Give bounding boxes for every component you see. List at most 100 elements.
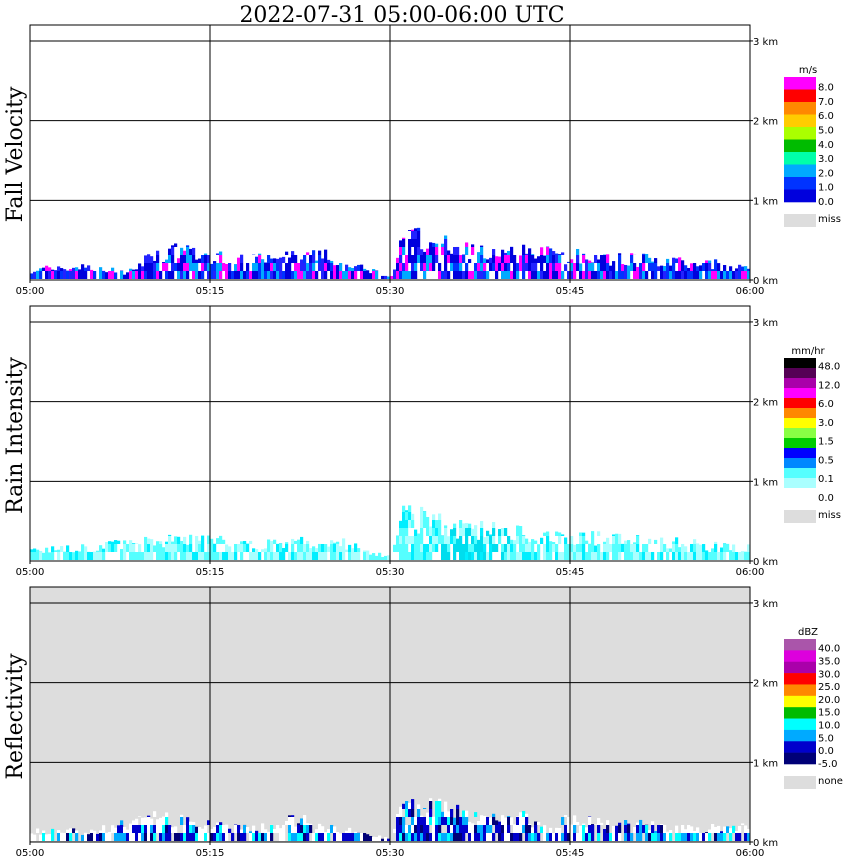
echo-cell <box>231 552 235 560</box>
echo-cell <box>480 263 484 271</box>
time-tick-label: 06:00 <box>736 567 765 578</box>
echo-cell <box>330 544 334 552</box>
echo-cell <box>255 549 259 552</box>
echo-cell <box>36 271 40 279</box>
echo-cell <box>156 541 160 544</box>
colorbar-label: 0.5 <box>818 455 834 466</box>
echo-cell <box>141 271 145 279</box>
echo-cell <box>75 830 79 833</box>
echo-cell <box>573 833 577 841</box>
echo-cell <box>279 271 283 279</box>
echo-cell <box>732 544 736 552</box>
echo-cell <box>564 544 568 552</box>
echo-cell <box>531 552 535 560</box>
echo-cell <box>129 544 133 552</box>
echo-cell <box>558 552 562 560</box>
echo-cell <box>201 535 205 536</box>
echo-cell <box>240 255 244 263</box>
echo-cell <box>432 825 436 833</box>
echo-cell <box>558 255 562 263</box>
echo-cell <box>735 552 739 560</box>
echo-cell <box>705 550 709 552</box>
echo-cell <box>720 833 724 841</box>
echo-cell <box>579 536 583 544</box>
echo-cell <box>165 263 169 271</box>
echo-cell <box>264 548 268 552</box>
echo-cell <box>666 258 670 263</box>
echo-cell <box>165 812 169 817</box>
echo-cell <box>336 265 340 271</box>
echo-cell <box>162 552 166 560</box>
echo-cell <box>69 828 73 833</box>
echo-cell <box>45 265 49 271</box>
echo-cell <box>180 552 184 560</box>
echo-cell <box>402 825 406 833</box>
echo-cell <box>438 513 442 520</box>
echo-cell <box>681 544 685 552</box>
echo-cell <box>240 271 244 279</box>
echo-cell <box>678 547 682 552</box>
echo-cell <box>570 263 574 271</box>
echo-cell <box>186 247 190 255</box>
echo-cell <box>459 520 463 528</box>
echo-cell <box>642 825 646 833</box>
echo-cell <box>108 544 112 552</box>
echo-cell <box>30 549 34 552</box>
echo-cell <box>120 833 124 841</box>
echo-cell <box>552 271 556 279</box>
echo-cell <box>303 815 307 817</box>
echo-cell <box>651 263 655 271</box>
echo-cell <box>600 271 604 279</box>
echo-cell <box>588 817 592 825</box>
echo-cell <box>66 271 70 279</box>
echo-cell <box>189 536 193 544</box>
echo-cell <box>48 267 52 271</box>
echo-cell <box>444 544 448 552</box>
echo-cell <box>354 552 358 560</box>
echo-cell <box>567 825 571 833</box>
colorbar-cell <box>784 127 816 140</box>
echo-cell <box>78 552 82 560</box>
echo-cell <box>447 833 451 841</box>
echo-cell <box>435 528 439 536</box>
echo-cell <box>300 825 304 833</box>
echo-cell <box>441 271 445 279</box>
echo-cell <box>597 271 601 279</box>
echo-cell <box>663 825 667 833</box>
echo-cell <box>648 552 652 560</box>
echo-cell <box>111 541 115 544</box>
echo-cell <box>624 544 628 552</box>
echo-cell <box>303 552 307 560</box>
height-tick-label: 0 km <box>753 838 778 849</box>
echo-cell <box>330 263 334 271</box>
echo-cell <box>558 833 562 841</box>
echo-cell <box>462 523 466 528</box>
echo-cell <box>63 271 67 279</box>
echo-cell <box>492 255 496 263</box>
echo-cell <box>573 263 577 271</box>
echo-cell <box>522 817 526 825</box>
echo-cell <box>216 833 220 841</box>
echo-cell <box>255 256 259 263</box>
echo-cell <box>243 540 247 544</box>
echo-cell <box>270 271 274 279</box>
echo-cell <box>84 546 88 552</box>
echo-cell <box>447 271 451 279</box>
echo-cell <box>33 552 37 560</box>
echo-cell <box>414 231 418 239</box>
echo-cell <box>141 817 145 825</box>
echo-cell <box>147 271 151 279</box>
echo-cell <box>714 826 718 833</box>
echo-cell <box>582 271 586 279</box>
echo-cell <box>690 833 694 841</box>
echo-cell <box>189 825 193 833</box>
colorbar-cell <box>784 650 816 663</box>
echo-cell <box>537 833 541 841</box>
echo-cell <box>477 539 481 544</box>
echo-cell <box>252 552 256 560</box>
echo-cell <box>483 833 487 841</box>
echo-cell <box>111 825 115 833</box>
echo-cell <box>672 271 676 279</box>
echo-cell <box>294 263 298 271</box>
echo-cell <box>198 258 202 263</box>
